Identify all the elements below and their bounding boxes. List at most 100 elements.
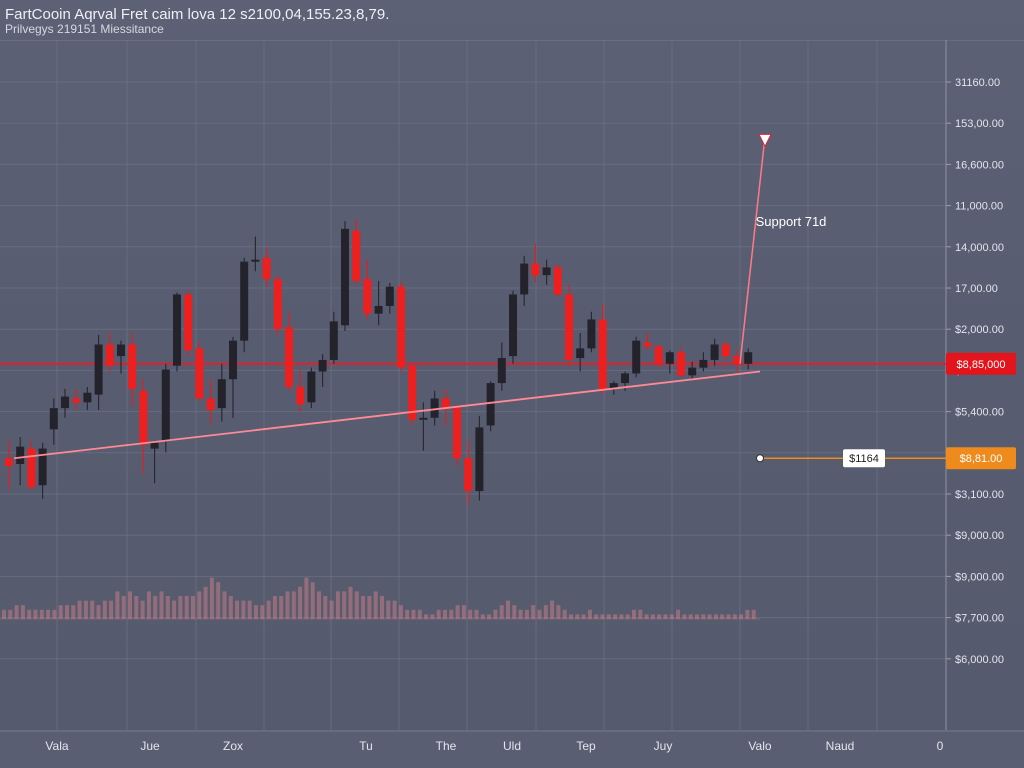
candle-bull (576, 348, 585, 359)
candle-bull (307, 371, 316, 403)
volume-bar (632, 609, 636, 619)
candle-bear (397, 286, 405, 368)
volume-bar (58, 605, 63, 619)
x-axis-label: Zox (223, 739, 243, 753)
candle-bear (5, 458, 13, 466)
x-axis-label: The (436, 739, 457, 753)
volume-bar (695, 614, 699, 619)
volume-bar (613, 614, 618, 619)
volume-bar (707, 614, 712, 619)
chart-title: FartCooin Aqrval Fret caim lova 12 s2100… (5, 6, 390, 23)
x-axis-label: Tu (359, 739, 373, 753)
candle-bull (38, 448, 47, 486)
x-axis-label: Vala (45, 739, 68, 753)
chart-subtitle: Prilvegys 219151 Miessitance (5, 22, 164, 36)
y-axis-tick-label: 14,000.00 (955, 242, 1004, 254)
support-arrow-line (739, 136, 766, 364)
volume-bar (398, 605, 403, 619)
candle-bull (509, 294, 517, 357)
volume-bar (83, 600, 88, 619)
candle-bull (150, 442, 159, 449)
volume-bar (71, 605, 76, 619)
candle-bull (329, 321, 338, 360)
volume-bar (2, 609, 6, 619)
y-axis-tick-label: $2,000.00 (955, 324, 1004, 336)
volume-bar (46, 609, 51, 619)
volume-bar (298, 586, 303, 619)
volume-bar (682, 614, 687, 619)
candle-bull (632, 340, 641, 374)
volume-bar (134, 596, 139, 619)
resistance-price-label: $8,85,000 (957, 359, 1006, 371)
volume-bar (518, 609, 523, 619)
volume-bar (241, 600, 246, 619)
candle-bull (475, 427, 484, 492)
candle-bull (173, 294, 181, 366)
candle-bull (699, 359, 708, 368)
volume-bar (587, 609, 592, 619)
volume-bar (455, 605, 460, 619)
x-axis-label: 0 (937, 739, 944, 753)
trendline (13, 370, 761, 460)
volume-bar (260, 605, 265, 619)
volume-bar (638, 609, 643, 619)
y-axis-tick-label: $9,000.00 (955, 571, 1004, 583)
volume-bar (581, 614, 586, 619)
volume-bar (342, 591, 347, 619)
candle-bull (744, 352, 753, 364)
candle-bear (128, 344, 137, 389)
volume-bar (669, 614, 674, 619)
volume-bar (499, 605, 504, 619)
candle-bear (598, 319, 607, 389)
volume-bar (291, 591, 296, 619)
volume-bar (625, 614, 630, 619)
support-annotation-label: Support 71d (756, 214, 827, 229)
candle-bear (643, 342, 652, 347)
volume-bar (650, 614, 655, 619)
support-arrow-head (758, 133, 772, 148)
volume-bar (140, 600, 145, 619)
volume-bar (644, 614, 649, 619)
volume-bar (619, 614, 624, 619)
volume-bar (247, 600, 252, 619)
y-axis-tick-label: 11,000.00 (955, 201, 1003, 213)
volume-bar (688, 614, 693, 619)
volume-bar (663, 614, 668, 619)
candle-bull (318, 359, 327, 372)
volume-bar (474, 609, 479, 619)
volume-bar (493, 609, 498, 619)
volume-bar (392, 600, 397, 619)
volume-bar (348, 586, 353, 619)
candle-bull (419, 417, 428, 420)
candle-bear (408, 365, 417, 420)
y-axis-tick-label: $3,100.00 (955, 489, 1004, 501)
volume-bar (726, 614, 731, 619)
volume-bar (65, 605, 69, 619)
candle-bull (665, 352, 674, 364)
marker-price-label: $1164 (849, 453, 879, 465)
candle-bull (385, 286, 394, 306)
volume-bar (732, 614, 737, 619)
orange-price-label: $8,81.00 (960, 453, 1003, 465)
volume-bar (39, 609, 44, 619)
volume-bar (443, 609, 447, 619)
volume-bar (751, 609, 756, 619)
volume-bar (266, 600, 271, 619)
volume-bar (594, 614, 599, 619)
candle-bull (229, 340, 237, 380)
volume-bar (461, 605, 466, 619)
candle-bear (453, 408, 461, 459)
candle-bear (553, 267, 562, 295)
volume-bar (449, 609, 454, 619)
volume-bar (405, 609, 410, 619)
candle-bear (296, 386, 305, 405)
volume-bar (222, 591, 227, 619)
volume-bar (537, 609, 542, 619)
volume-bar (228, 596, 233, 619)
marker-price-box (843, 449, 885, 468)
volume-bar (159, 591, 164, 619)
y-axis-tick-label: 153,00.00 (955, 118, 1004, 130)
candle-bull (497, 358, 506, 384)
volume-bar (373, 591, 378, 619)
